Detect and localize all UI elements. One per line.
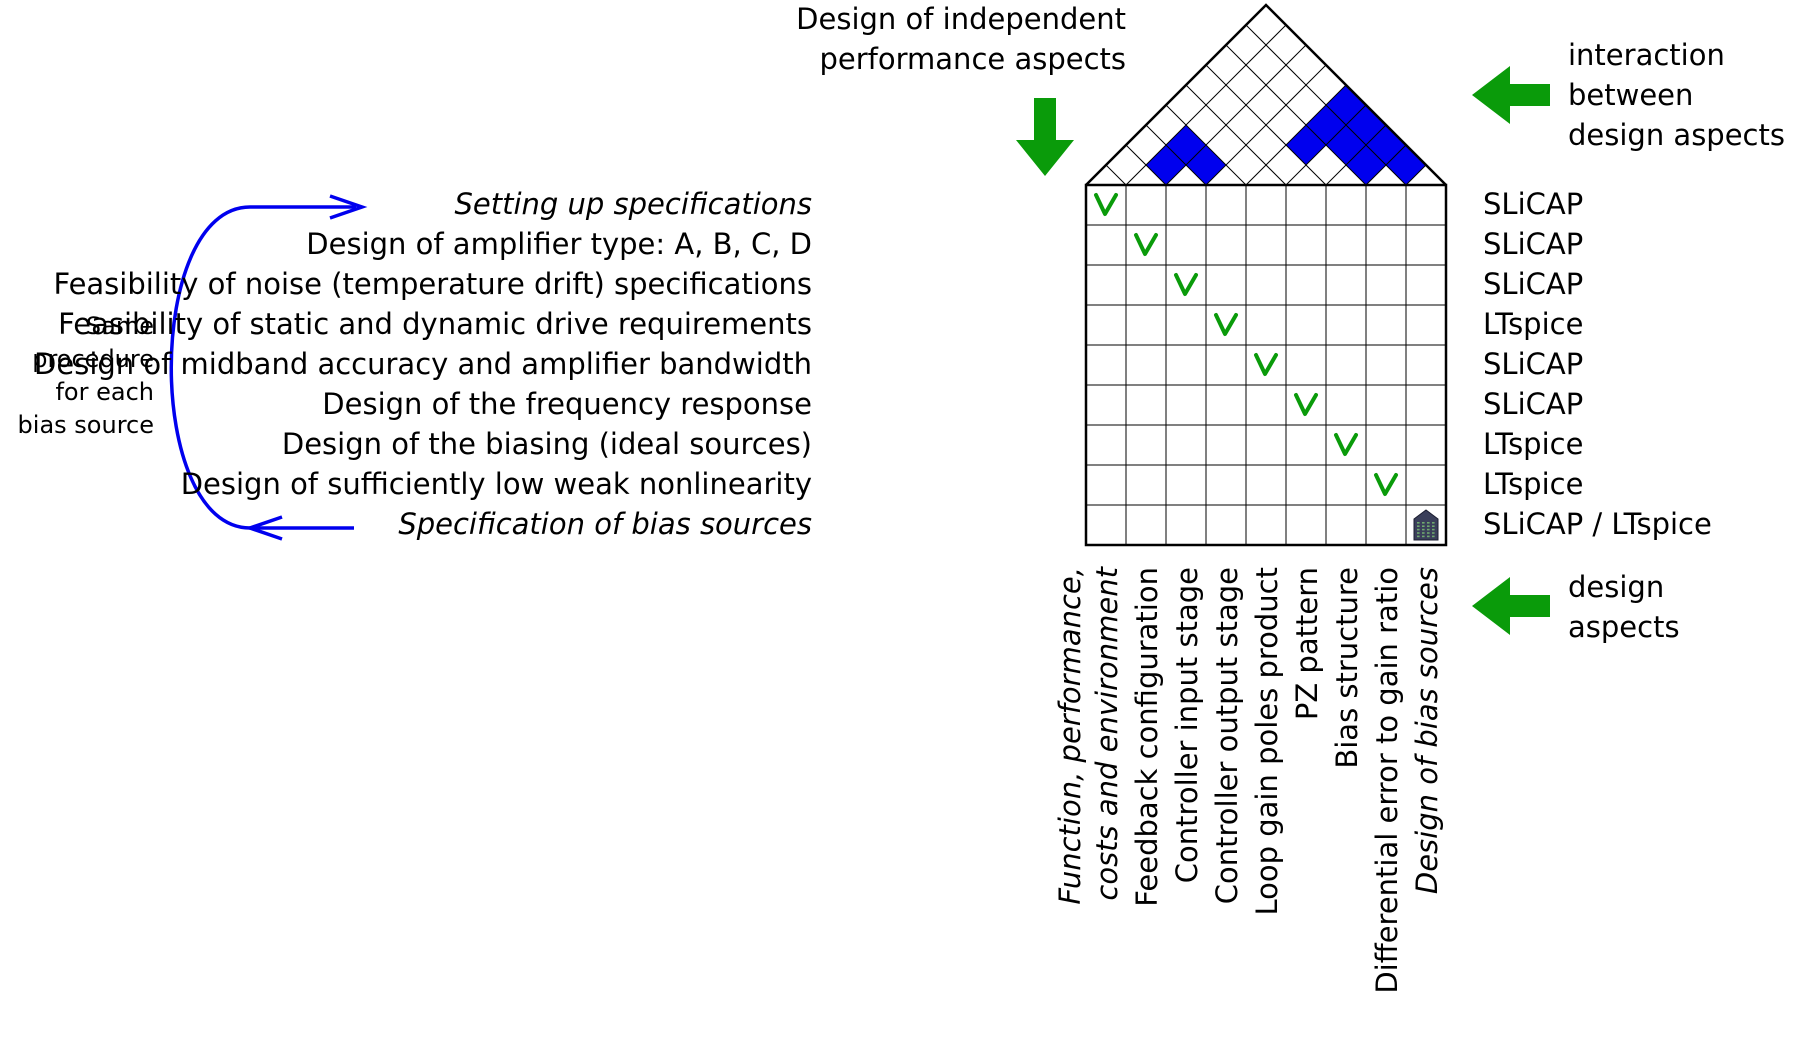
roof-grid-line [1405, 164, 1427, 186]
interaction-note-line-3: design aspects [1568, 118, 1785, 152]
interaction-roof [1085, 3, 1447, 186]
row-label: Design of the frequency response [322, 387, 812, 421]
tool-label: SLiCAP / LTspice [1483, 507, 1712, 541]
tool-label: SLiCAP [1483, 387, 1584, 421]
interaction-note-line-2: between [1568, 78, 1694, 112]
row-label: Setting up specifications [454, 187, 812, 221]
arrow-down-icon [1016, 98, 1074, 176]
row-label: Design of amplifier type: A, B, C, D [306, 227, 812, 261]
tool-label: LTspice [1483, 467, 1584, 501]
row-label: Design of sufficiently low weak nonlinea… [180, 467, 812, 501]
top-note-line-2: performance aspects [819, 42, 1127, 76]
column-label: Function, performance, [1053, 567, 1087, 905]
loop-arrow [169, 205, 356, 530]
top-note-line-1: Design of independent [796, 2, 1126, 36]
house-window [1422, 525, 1425, 527]
aspects-note-line-2: aspects [1568, 610, 1680, 644]
loop-arrow-head-right-icon [329, 194, 368, 220]
house-window [1432, 522, 1435, 524]
house-window [1432, 532, 1435, 534]
check-mark-icon [1254, 353, 1278, 376]
tool-label: SLiCAP [1483, 187, 1584, 221]
house-window [1427, 525, 1430, 527]
tool-label: LTspice [1483, 427, 1584, 461]
column-label: Controller output stage [1210, 567, 1244, 904]
tool-label: LTspice [1483, 307, 1584, 341]
column-label: Design of bias sources [1410, 567, 1444, 894]
roof-grid-line [1145, 124, 1207, 186]
column-label: Differential error to gain ratio [1370, 567, 1404, 994]
roof-grid-line [1105, 164, 1127, 186]
column-label: Bias structure [1330, 567, 1364, 769]
column-label: Feedback configuration [1130, 567, 1164, 907]
house-window [1417, 528, 1420, 531]
roof-grid-line [1225, 44, 1367, 186]
house-window [1422, 535, 1425, 538]
tool-label: SLiCAP [1483, 267, 1584, 301]
roof-grid-line [1165, 44, 1307, 186]
row-label: Design of midband accuracy and amplifier… [34, 347, 812, 381]
roof-grid-line [1165, 104, 1247, 186]
house-window [1427, 535, 1430, 538]
check-mark-icon [1174, 273, 1198, 296]
row-label: Feasibility of noise (temperature drift)… [53, 267, 812, 301]
house-window [1432, 528, 1435, 531]
tool-label: SLiCAP [1483, 347, 1584, 381]
house-icon [1413, 509, 1439, 541]
side-note-line-3: for each [55, 378, 154, 406]
house-window [1432, 525, 1435, 527]
arrows [169, 66, 1550, 635]
check-mark-icon [1094, 193, 1118, 216]
roof-grid-line [1205, 64, 1327, 186]
house-window [1417, 535, 1420, 538]
house-window [1417, 525, 1420, 527]
column-label: PZ pattern [1290, 567, 1324, 720]
row-label: Specification of bias sources [398, 507, 812, 541]
column-labels: Function, performance, costs and environm… [1053, 565, 1444, 993]
roof-grid-line [1325, 124, 1387, 186]
column-label: costs and environment [1090, 565, 1124, 900]
check-mark-icon [1214, 313, 1238, 336]
tool-label: SLiCAP [1483, 227, 1584, 261]
house-body [1413, 509, 1439, 541]
arrow-left-icon [1472, 577, 1550, 635]
arrow-left-icon [1472, 66, 1550, 124]
check-mark-icon [1134, 233, 1158, 256]
row-label: Design of the biasing (ideal sources) [281, 427, 812, 461]
check-mark-icon [1334, 433, 1358, 456]
roof-grid-line [1245, 84, 1347, 186]
grid-outline [1084, 183, 1448, 547]
house-window [1427, 522, 1430, 524]
roof-outline [1085, 3, 1447, 186]
design-checks [1094, 193, 1439, 541]
house-window [1427, 532, 1430, 534]
row-label: Feasibility of static and dynamic drive … [58, 307, 812, 341]
house-window [1422, 528, 1425, 531]
aspects-note-line-1: design [1568, 570, 1665, 604]
house-window [1422, 522, 1425, 524]
roof-grid-line [1245, 24, 1407, 186]
column-label: Controller input stage [1170, 567, 1204, 883]
house-window [1427, 528, 1430, 531]
house-window [1417, 522, 1420, 524]
check-mark-icon [1374, 473, 1398, 496]
column-label: Loop gain poles product [1250, 567, 1284, 916]
side-note-line-4: bias source [17, 411, 154, 439]
side-note-line-2: procedure [32, 345, 154, 373]
house-window [1417, 532, 1420, 534]
roof-grid-line [1125, 144, 1167, 186]
design-grid [1084, 183, 1448, 547]
check-mark-icon [1294, 393, 1318, 416]
house-window [1432, 535, 1435, 538]
roof-grid-line [1185, 84, 1287, 186]
interaction-note-line-1: interaction [1568, 38, 1725, 72]
loop-arrow-head-left-icon [244, 515, 283, 541]
side-note-line-1: Same [85, 312, 154, 340]
house-window [1422, 532, 1425, 534]
